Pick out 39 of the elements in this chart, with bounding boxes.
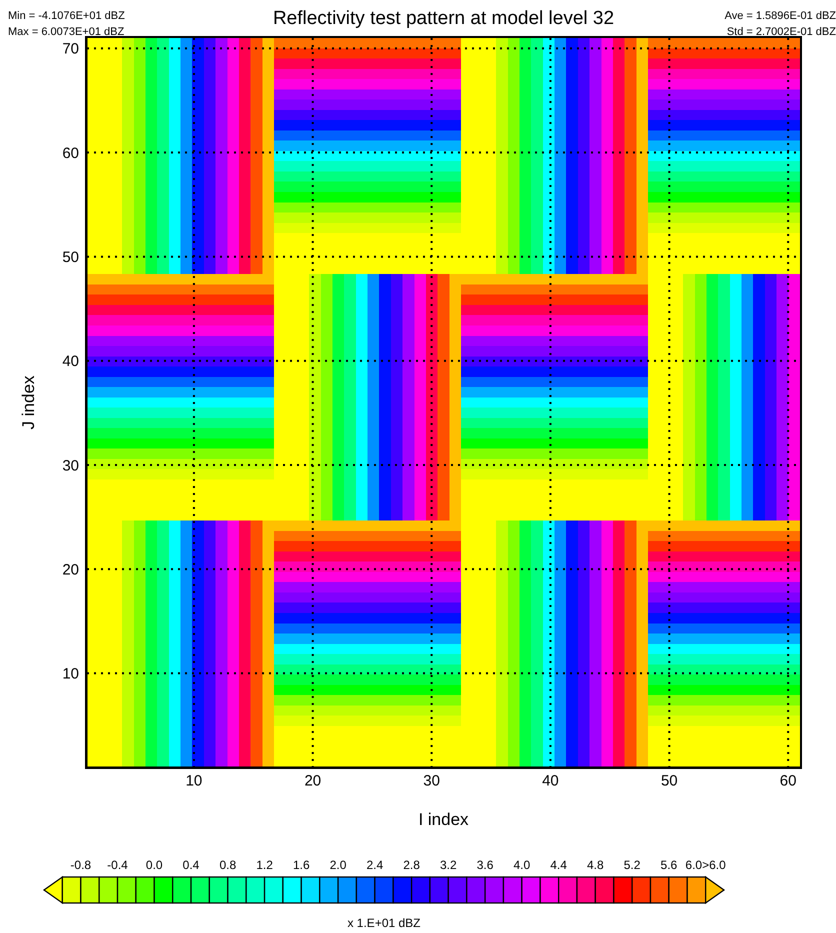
y-tick-label: 20 bbox=[62, 561, 79, 578]
color-bar-label: 0.4 bbox=[182, 858, 200, 872]
color-bar-label: 3.2 bbox=[440, 858, 457, 872]
color-bar-label: 0.8 bbox=[219, 858, 236, 872]
y-axis-title: J index bbox=[19, 375, 38, 430]
x-axis-title: I index bbox=[418, 810, 470, 829]
color-bar-label: 5.2 bbox=[624, 858, 641, 872]
color-bar-label: 2.4 bbox=[366, 858, 384, 872]
color-bar-label: 5.6 bbox=[660, 858, 678, 872]
color-bar-label: 1.2 bbox=[256, 858, 274, 872]
y-tick-label: 50 bbox=[62, 249, 79, 266]
color-bar-label: 4.8 bbox=[587, 858, 604, 872]
text: Ave = 1.5896E-01 dBZ bbox=[724, 9, 836, 24]
y-tick-label: 60 bbox=[62, 144, 79, 162]
y-tick-label: 10 bbox=[62, 666, 79, 683]
color-bar-label: 3.6 bbox=[476, 858, 494, 872]
x-tick-label: 30 bbox=[423, 772, 440, 790]
x-tick-label: 50 bbox=[660, 772, 678, 790]
color-bar-title: x 1.E+01 dBZ bbox=[347, 916, 421, 930]
color-bar-label: 6.0>6.0 bbox=[685, 858, 726, 872]
y-tick-label: 40 bbox=[62, 353, 79, 370]
color-bar-label: 2.8 bbox=[403, 858, 420, 872]
color-bar-label: -0.8 bbox=[70, 858, 92, 872]
y-tick-label: 30 bbox=[62, 457, 79, 474]
color-bar-label: 4.0 bbox=[513, 858, 530, 872]
color-bar-label: 0.0 bbox=[146, 858, 163, 872]
x-tick-label: 10 bbox=[186, 772, 202, 790]
chart-title: Reflectivity test pattern at model level 32 bbox=[272, 8, 614, 29]
text: Min = -4.1076E+01 dBZ bbox=[8, 9, 125, 24]
color-bar-label: 1.6 bbox=[292, 858, 310, 872]
x-tick-label: 40 bbox=[542, 772, 559, 790]
color-bar-label: 2.0 bbox=[330, 858, 347, 872]
annotation: Std = 2.7002E-01 dBZ bbox=[726, 25, 836, 40]
x-tick-label: 60 bbox=[780, 772, 796, 790]
annotation: Max = 6.0073E+01 dBZ bbox=[8, 25, 125, 40]
y-tick-label: 70 bbox=[62, 40, 79, 58]
color-bar-label: -0.4 bbox=[107, 858, 128, 872]
color-bar-label: 4.4 bbox=[550, 858, 568, 872]
x-tick-label: 20 bbox=[304, 772, 322, 790]
